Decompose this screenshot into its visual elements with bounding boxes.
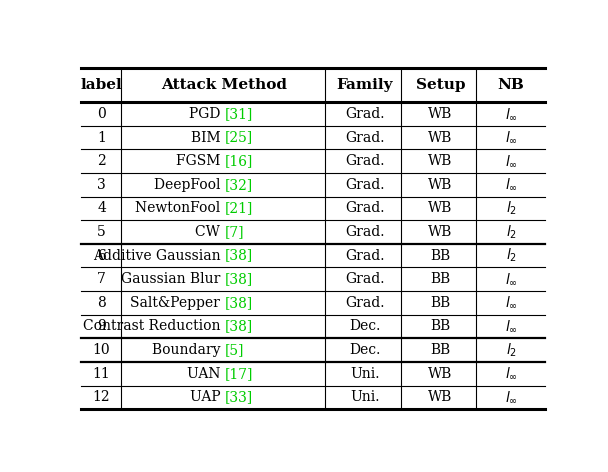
Text: Grad.: Grad.	[345, 225, 385, 239]
Text: [38]: [38]	[224, 272, 253, 286]
Text: [16]: [16]	[224, 154, 253, 168]
Text: [17]: [17]	[224, 367, 253, 381]
Text: WB: WB	[428, 178, 452, 192]
Text: Dec.: Dec.	[350, 343, 381, 357]
Text: $l_{2}$: $l_{2}$	[506, 247, 517, 264]
Text: [38]: [38]	[224, 296, 253, 310]
Text: BB: BB	[430, 296, 451, 310]
Text: Grad.: Grad.	[345, 154, 385, 168]
Text: [38]: [38]	[224, 320, 253, 334]
Text: DeepFool: DeepFool	[154, 178, 224, 192]
Text: Grad.: Grad.	[345, 107, 385, 121]
Text: 0: 0	[97, 107, 106, 121]
Text: CW: CW	[195, 225, 224, 239]
Text: BIM: BIM	[190, 130, 224, 144]
Text: WB: WB	[428, 154, 452, 168]
Text: WB: WB	[428, 390, 452, 405]
Text: $l_{\infty}$: $l_{\infty}$	[505, 366, 517, 381]
Text: Grad.: Grad.	[345, 202, 385, 215]
Text: UAN: UAN	[187, 367, 224, 381]
Text: [5]: [5]	[224, 343, 244, 357]
Text: 8: 8	[97, 296, 106, 310]
Text: $l_{\infty}$: $l_{\infty}$	[505, 319, 517, 334]
Text: BB: BB	[430, 249, 451, 262]
Text: FGSM: FGSM	[176, 154, 224, 168]
Text: WB: WB	[428, 130, 452, 144]
Text: [21]: [21]	[224, 202, 253, 215]
Text: Family: Family	[337, 78, 393, 92]
Text: Gaussian Blur: Gaussian Blur	[121, 272, 224, 286]
Text: 3: 3	[97, 178, 106, 192]
Text: $l_{\infty}$: $l_{\infty}$	[505, 390, 517, 405]
Text: WB: WB	[428, 367, 452, 381]
Text: BB: BB	[430, 343, 451, 357]
Text: Uni.: Uni.	[350, 390, 380, 405]
Text: BB: BB	[430, 272, 451, 286]
Text: Grad.: Grad.	[345, 130, 385, 144]
Text: PGD: PGD	[189, 107, 224, 121]
Text: 2: 2	[97, 154, 106, 168]
Text: [38]: [38]	[224, 249, 253, 262]
Text: Contrast Reduction: Contrast Reduction	[83, 320, 224, 334]
Text: Grad.: Grad.	[345, 272, 385, 286]
Text: 7: 7	[97, 272, 106, 286]
Text: Additive Gaussian: Additive Gaussian	[92, 249, 224, 262]
Text: $l_{2}$: $l_{2}$	[506, 200, 517, 217]
Text: Grad.: Grad.	[345, 296, 385, 310]
Text: WB: WB	[428, 225, 452, 239]
Text: $l_{\infty}$: $l_{\infty}$	[505, 153, 517, 169]
Text: 11: 11	[93, 367, 111, 381]
Text: Dec.: Dec.	[350, 320, 381, 334]
Text: $l_{\infty}$: $l_{\infty}$	[505, 177, 517, 193]
Text: [25]: [25]	[224, 130, 253, 144]
Text: WB: WB	[428, 107, 452, 121]
Text: $l_{2}$: $l_{2}$	[506, 223, 517, 241]
Text: BB: BB	[430, 320, 451, 334]
Text: $l_{\infty}$: $l_{\infty}$	[505, 130, 517, 145]
Text: 1: 1	[97, 130, 106, 144]
Text: 12: 12	[93, 390, 111, 405]
Text: $l_{\infty}$: $l_{\infty}$	[505, 295, 517, 311]
Text: $l_{\infty}$: $l_{\infty}$	[505, 271, 517, 287]
Text: $l_{2}$: $l_{2}$	[506, 341, 517, 359]
Text: Setup: Setup	[416, 78, 465, 92]
Text: Grad.: Grad.	[345, 178, 385, 192]
Text: 5: 5	[97, 225, 106, 239]
Text: Attack Method: Attack Method	[162, 78, 288, 92]
Text: UAP: UAP	[190, 390, 224, 405]
Text: 10: 10	[93, 343, 111, 357]
Text: [32]: [32]	[224, 178, 253, 192]
Text: 4: 4	[97, 202, 106, 215]
Text: [7]: [7]	[224, 225, 244, 239]
Text: [33]: [33]	[224, 390, 253, 405]
Text: NB: NB	[498, 78, 525, 92]
Text: NewtonFool: NewtonFool	[135, 202, 224, 215]
Text: Boundary: Boundary	[152, 343, 224, 357]
Text: Salt&Pepper: Salt&Pepper	[130, 296, 224, 310]
Text: WB: WB	[428, 202, 452, 215]
Text: $l_{\infty}$: $l_{\infty}$	[505, 106, 517, 121]
Text: [31]: [31]	[224, 107, 253, 121]
Text: Grad.: Grad.	[345, 249, 385, 262]
Text: Uni.: Uni.	[350, 367, 380, 381]
Text: 9: 9	[97, 320, 106, 334]
Text: 6: 6	[97, 249, 106, 262]
Text: label: label	[81, 78, 122, 92]
